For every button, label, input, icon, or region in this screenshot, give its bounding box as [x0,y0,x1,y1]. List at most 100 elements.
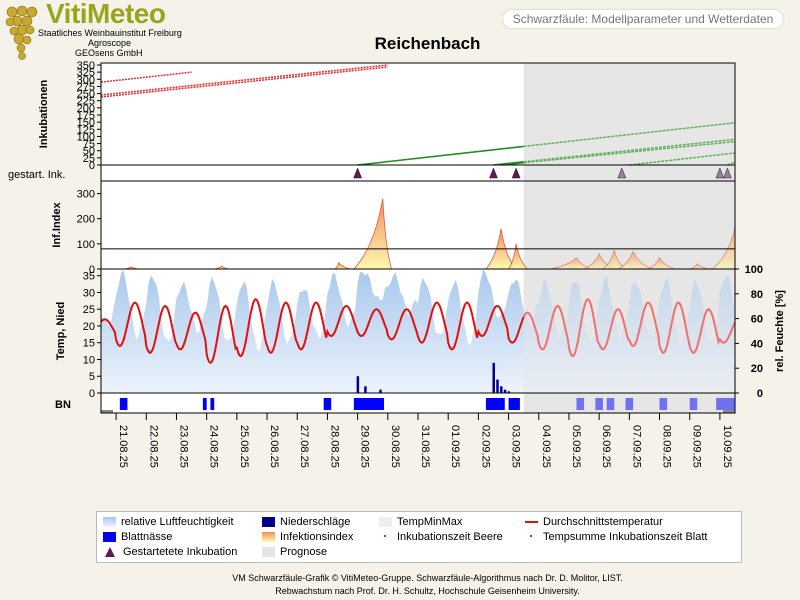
leaf-wetness-period-5 [485,398,505,410]
inc-ytick-label: 25 [83,153,95,165]
leaf-wetness-period-3 [323,398,332,410]
wx-left-tick-label: 35 [83,271,95,283]
infection-peak-3 [352,198,393,270]
leaf-incubation-forecast-0 [523,121,736,148]
logo: VitiMeteo Staatliches Weinbauinstitut Fr… [0,0,190,62]
legend-label: Tempsumme Inkubationszeit Blatt [543,531,708,543]
inf-ylabel: Inf.Index [51,202,63,248]
leaf-wetness-period-9 [606,398,615,410]
inc-ytick-label: 350 [77,60,95,72]
wx-left-tick-label: 5 [89,371,95,383]
x-tick-label-17: 07.09.25 [630,425,642,468]
leaf-incubation-forecast-2 [523,140,736,164]
wx-right-tick-label: 40 [751,338,763,350]
legend-label: Gestartetete Inkubation [123,546,238,558]
infection-peak-10 [648,256,675,270]
inc-ytick-label: 175 [77,110,95,122]
x-tick-label-12: 02.09.25 [479,425,491,468]
leaf-wetness-period-11 [659,398,668,410]
inc-ytick-label: 275 [77,81,95,93]
started-inc-label: gestart. Ink. [8,169,65,181]
inc-ytick-label: 250 [77,89,95,101]
leaf-wetness-period-2 [210,398,215,410]
forecast-region-inf [523,181,735,269]
leaf-wetness-period-8 [595,398,603,410]
legend-label: relative Luftfeuchtigkeit [121,516,234,528]
inf-ytick-label: 200 [77,214,95,226]
brand-name: VitiMeteo [46,0,166,29]
legend: relative Luftfeuchtigkeit Niederschläge Te… [96,511,742,563]
grape-icon [5,5,38,60]
wx-left-tick-label: 20 [83,321,95,333]
berry-incubation-2 [100,66,388,98]
wx-right-tick-label: 20 [751,363,763,375]
legend-label: Infektionsindex [280,531,354,543]
precipitation-bar-7 [507,391,511,393]
legend-label: TempMinMax [397,516,463,528]
bn-scroll-left [101,410,113,413]
x-tick-label-11: 01.09.25 [449,425,461,468]
x-tick-label-4: 25.08.25 [238,425,250,468]
leaf-wetness-period-10 [625,398,634,410]
avg-temperature-line [100,297,525,365]
x-tick-label-2: 23.08.25 [177,425,189,468]
leaf-wetness-period-12 [689,398,698,410]
inc-ytick-label: 325 [77,67,95,79]
started-incubation-marker-0 [353,167,362,179]
wx-left-tick-label: 25 [83,304,95,316]
x-tick-label-19: 09.09.25 [691,425,703,468]
x-tick-label-1: 22.08.25 [147,425,159,468]
legend-item-tavg: Durchschnittstemperatur [525,516,663,528]
x-tick-label-15: 05.09.25 [570,425,582,468]
inf-ytick-label: 0 [89,264,95,276]
inf-ytick-label: 300 [77,189,95,201]
x-tick-label-18: 08.09.25 [661,425,673,468]
leaf-incubation-0 [357,145,524,166]
leaf-wetness-period-13 [716,398,735,410]
wx-left-tick-label: 10 [83,354,95,366]
x-tick-label-14: 04.09.25 [540,425,552,468]
forecast-weather-overlay [523,269,735,393]
legend-item-forecast: Prognose [262,546,327,558]
inf-ytick-label: 100 [77,239,95,251]
footer-line-2: Rebwachstum nach Prof. Dr. H. Schultz, H… [275,586,580,596]
inc-ylabel: Inkubationen [38,80,50,149]
legend-item-incberry: Inkubationszeit Beere [379,531,503,543]
x-tick-label-10: 31.08.25 [419,425,431,468]
forecast-region-mark [523,165,735,181]
inc-ytick-label: 150 [77,117,95,129]
x-tick-label-9: 30.08.25 [389,425,401,468]
legend-label: Inkubationszeit Beere [397,531,503,543]
x-tick-label-16: 06.09.25 [600,425,612,468]
wx-left-tick-label: 30 [83,287,95,299]
legend-label: Durchschnittstemperatur [543,516,663,528]
legend-label: Blattnässe [121,531,173,543]
wx-right-tick-label: 60 [751,314,763,326]
started-incubation-marker-1 [489,167,498,179]
wx-left-ylabel: Temp, Nied [55,302,67,360]
berry-incubation-1 [100,64,388,96]
x-tick-label-13: 03.09.25 [510,425,522,468]
wx-left-tick-label: 0 [89,388,95,400]
berry-incubation-0 [100,71,192,83]
precipitation-bar-3 [492,362,495,393]
inc-ytick-label: 125 [77,124,95,136]
wx-left-tick-label: 15 [83,338,95,350]
infection-peak-5 [507,243,529,270]
x-tick-label-3: 24.08.25 [208,425,220,468]
inc-ytick-label: 50 [83,146,95,158]
wx-right-tick-label: 100 [745,264,763,276]
inc-ytick-label: 75 [83,139,95,151]
legend-item-infidx: Infektionsindex [262,531,353,543]
leaf-wetness-period-6 [508,398,520,410]
x-tick-label-7: 28.08.25 [328,425,340,468]
inc-ytick-label: 225 [77,96,95,108]
org-line-3: GEOsens GmbH [75,48,143,58]
org-line-2: Agroscope [88,38,132,48]
relative-humidity-area [101,269,735,393]
x-tick-label-0: 21.08.25 [117,425,129,468]
footer-line-1: VM Schwarzfäule-Grafik © VitiMeteo-Grupp… [232,573,623,583]
precipitation-bar-1 [364,386,367,393]
started-incubation-marker-4 [715,167,725,179]
legend-item-tempminmax: TempMinMax [379,516,462,528]
